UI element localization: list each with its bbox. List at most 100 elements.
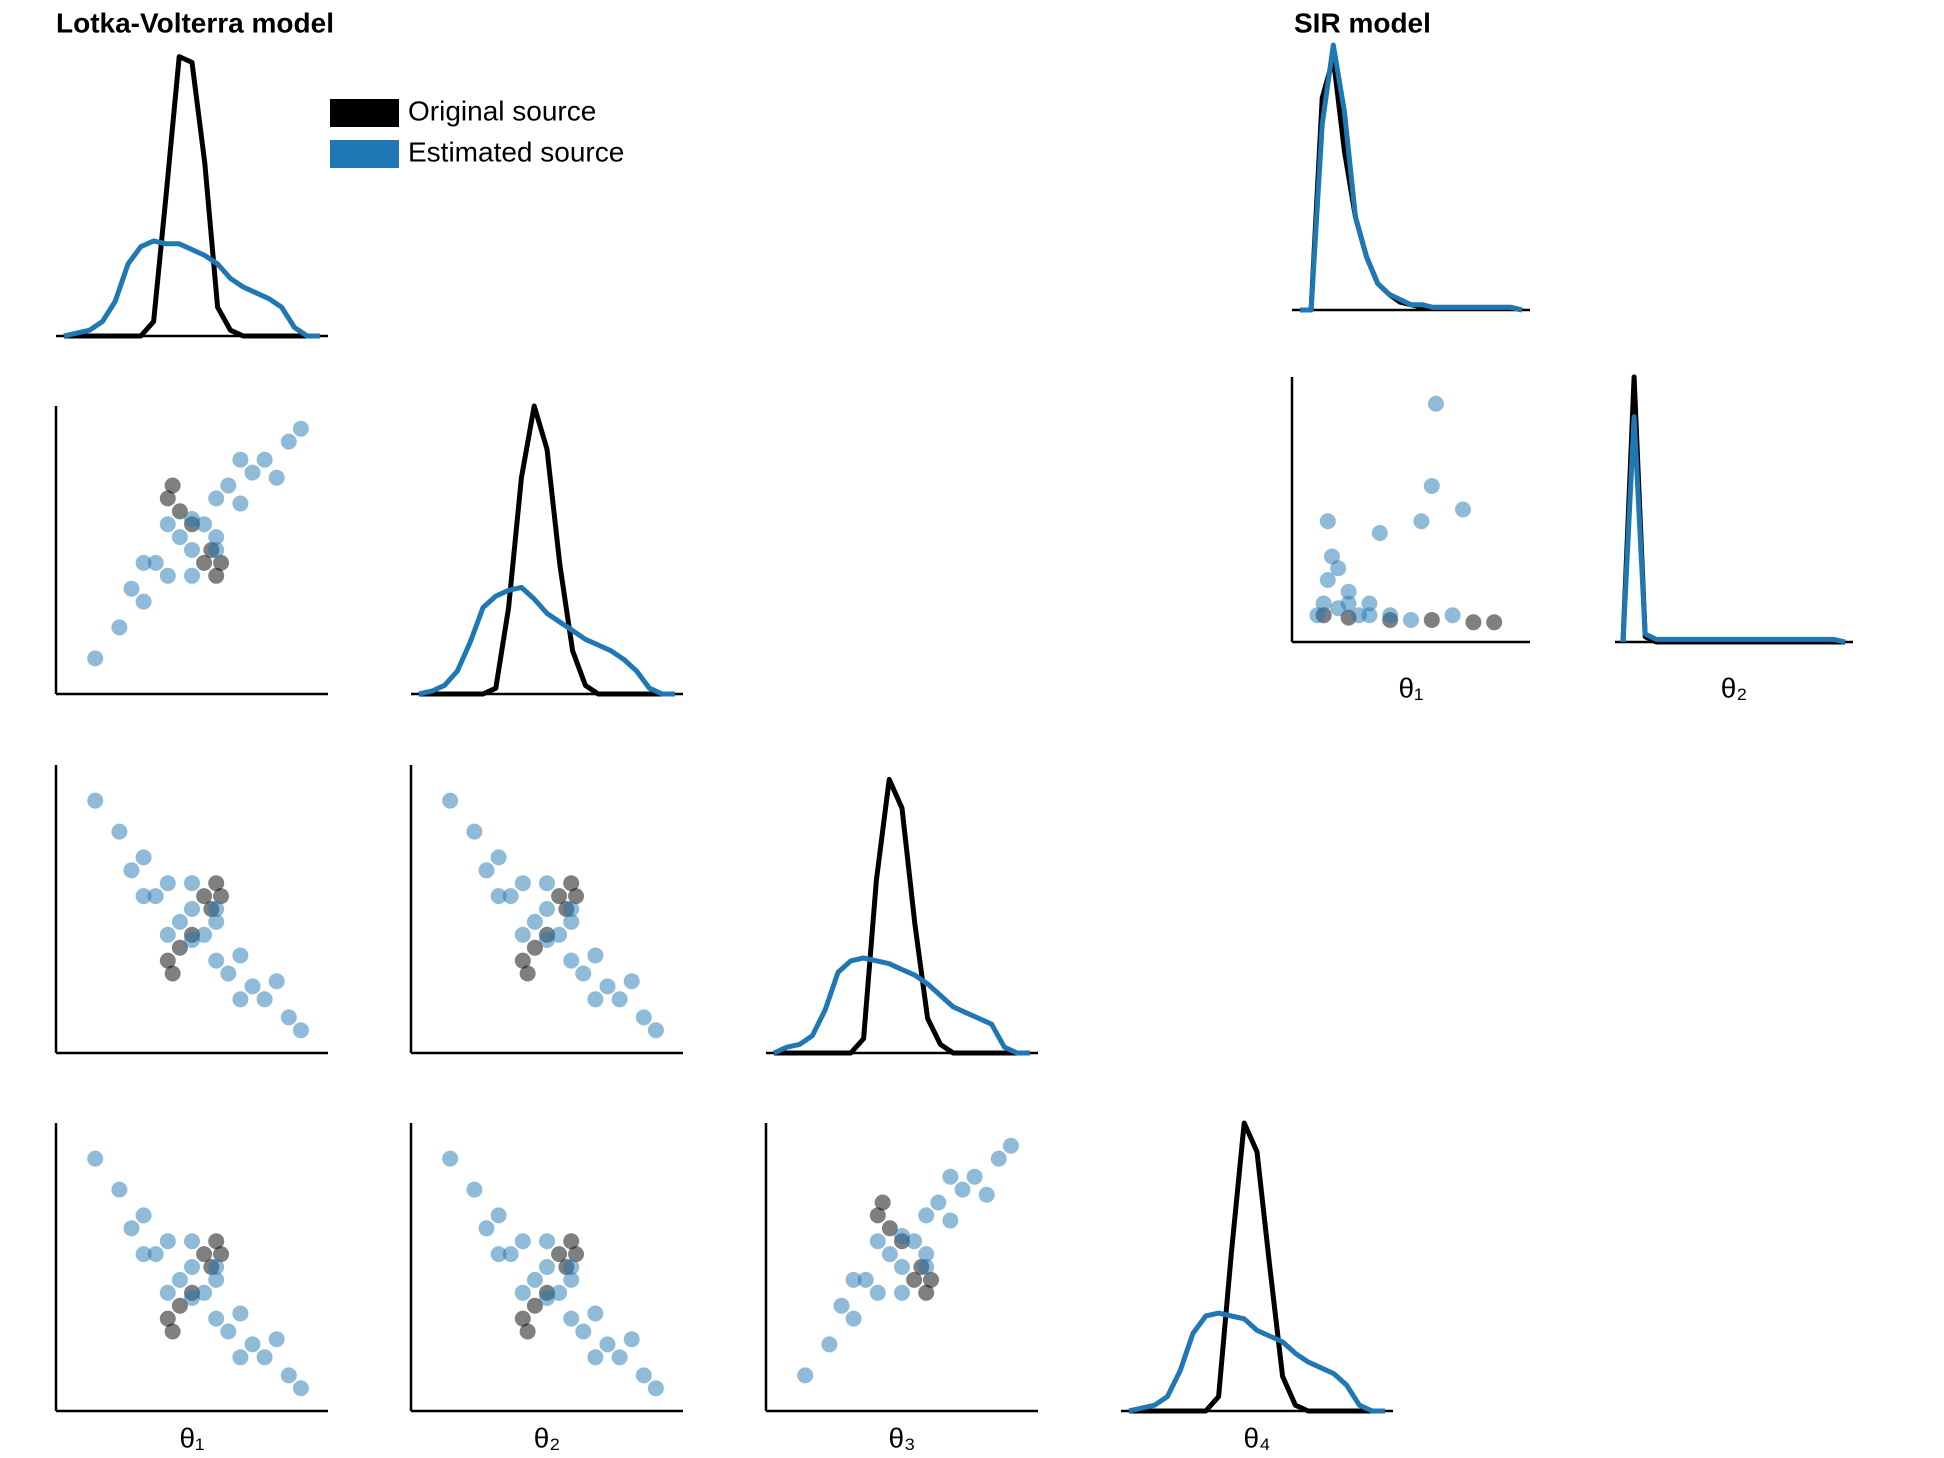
scatter-point (159, 516, 176, 533)
scatter-point (208, 1233, 225, 1250)
scatter-point (232, 1349, 249, 1366)
scatter-point (514, 952, 531, 969)
scatter-point (1486, 614, 1503, 631)
scatter-point (563, 952, 580, 969)
scatter-point (159, 1233, 176, 1250)
scatter-point (490, 888, 507, 905)
scatter-point (208, 913, 225, 930)
scatter-point (232, 1305, 249, 1322)
legend-swatch (330, 99, 399, 127)
scatter-point (196, 888, 213, 905)
scatter-point (184, 1259, 200, 1275)
axis-label: θ₄ (1243, 1422, 1270, 1453)
scatter-point (213, 554, 230, 571)
scatter-point (1444, 607, 1461, 624)
scatter-point (833, 1297, 850, 1314)
axis-label: θ₃ (889, 1422, 916, 1453)
scatter-point (894, 1228, 910, 1245)
scatter-point (514, 1284, 531, 1301)
scatter-point (171, 1271, 188, 1288)
scatter-point (196, 926, 213, 943)
scatter-point (208, 1271, 225, 1288)
scatter-point (539, 931, 555, 948)
scatter-point (208, 567, 225, 584)
axis-label: θ₁ (1398, 672, 1423, 703)
scatter-point (563, 913, 580, 930)
scatter-point (563, 1233, 580, 1250)
scatter-point (539, 1289, 555, 1306)
scatter-point (1403, 611, 1419, 628)
scatter-point (292, 1380, 309, 1397)
scatter-point (208, 542, 225, 558)
scatter-point (442, 792, 459, 809)
scatter-point (551, 1284, 568, 1301)
scatter-point (502, 1246, 519, 1263)
scatter-point (184, 542, 200, 558)
scatter-point (220, 477, 237, 494)
scatter-point (466, 823, 483, 840)
scatter-point (1340, 583, 1357, 600)
scatter-point (184, 511, 200, 528)
scatter-point (159, 567, 176, 584)
scatter-point (268, 1331, 285, 1348)
scatter-point (159, 875, 176, 892)
scatter-point (171, 913, 188, 930)
scatter-point (966, 1168, 983, 1185)
scatter-point (954, 1181, 971, 1198)
scatter-point (1427, 395, 1444, 412)
scatter-point (797, 1367, 814, 1384)
scatter-point (171, 1297, 188, 1314)
scatter-point (923, 1271, 940, 1288)
scatter-point (213, 888, 230, 905)
scatter-point (111, 619, 128, 636)
scatter-point (881, 1220, 898, 1237)
scatter-point (526, 913, 543, 930)
legend-swatch (330, 140, 399, 168)
scatter-point (159, 952, 176, 969)
scatter-point (1413, 513, 1430, 530)
scatter-point (159, 926, 176, 943)
scatter-point (514, 875, 531, 892)
density-line (772, 955, 1030, 1056)
axis-label: θ₁ (179, 1422, 204, 1453)
scatter-point (478, 862, 495, 879)
scatter-point (1465, 614, 1482, 631)
scatter-point (563, 1271, 580, 1288)
scatter-point (184, 931, 200, 948)
scatter-point (184, 875, 200, 892)
scatter-point (894, 1259, 910, 1275)
scatter-point (874, 1194, 891, 1211)
scatter-point (526, 1297, 543, 1314)
scatter-point (208, 1259, 225, 1275)
legend-label: Original source (408, 95, 596, 126)
scatter-point (268, 469, 285, 486)
scatter-point (87, 1150, 104, 1167)
scatter-point (514, 1310, 531, 1327)
scatter-point (232, 947, 249, 964)
scatter-point (647, 1380, 664, 1397)
axis-label: θ₂ (1721, 672, 1747, 703)
legend-label: Estimated source (408, 136, 624, 167)
scatter-point (857, 1271, 874, 1288)
scatter-point (1002, 1137, 1019, 1154)
scatter-point (821, 1336, 838, 1353)
scatter-point (123, 862, 140, 879)
scatter-point (587, 1349, 604, 1366)
scatter-point (220, 1323, 237, 1340)
scatter-point (539, 875, 555, 892)
scatter-point (845, 1310, 862, 1327)
scatter-point (135, 888, 152, 905)
scatter-point (135, 554, 152, 571)
scatter-point (159, 1310, 176, 1327)
scatter-point (918, 1207, 935, 1224)
scatter-point (196, 554, 213, 571)
scatter-point (256, 991, 273, 1008)
scatter-point (1382, 607, 1399, 624)
scatter-point (845, 1271, 862, 1288)
density-line (63, 238, 320, 339)
scatter-point (184, 567, 200, 584)
scatter-point (256, 1349, 273, 1366)
scatter-point (111, 1181, 128, 1198)
scatter-point (1315, 595, 1332, 612)
scatter-point (280, 433, 297, 450)
